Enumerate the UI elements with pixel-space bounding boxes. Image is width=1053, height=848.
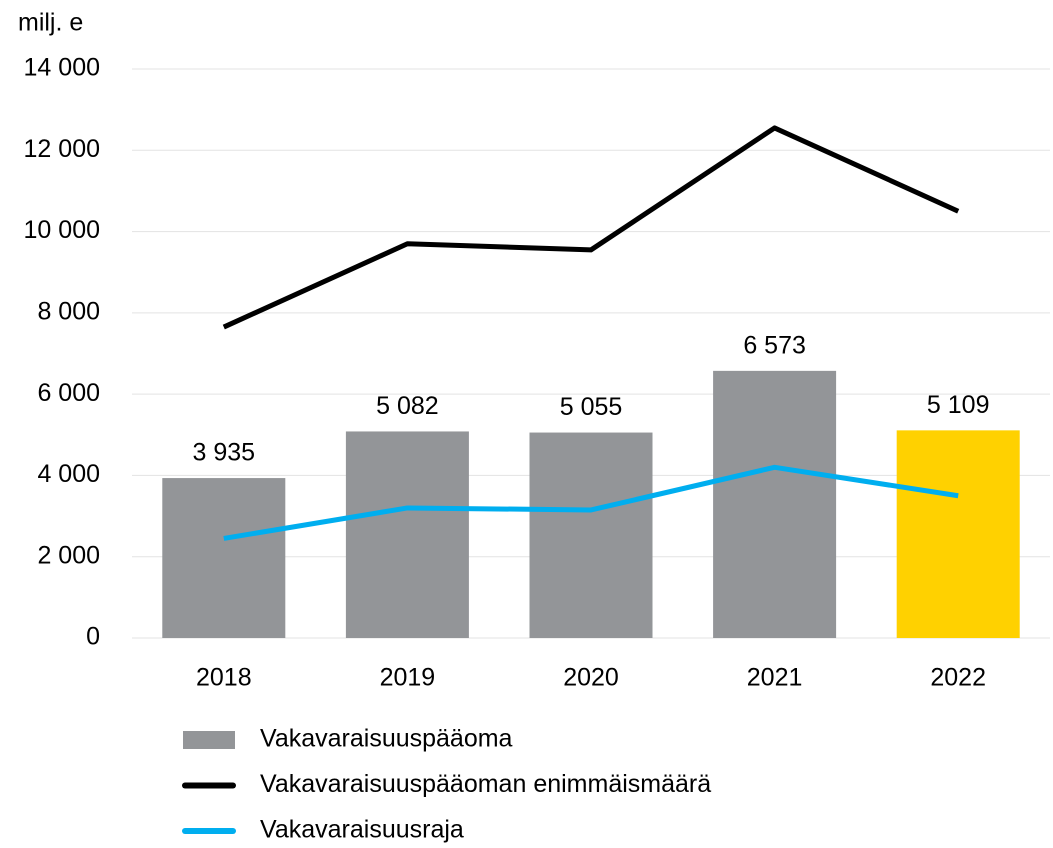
y-tick-label: 10 000 bbox=[24, 216, 100, 244]
bar bbox=[529, 432, 653, 638]
data-label: 5 109 bbox=[927, 391, 990, 419]
x-tick-label: 2020 bbox=[563, 664, 619, 692]
y-tick-label: 0 bbox=[86, 623, 100, 651]
y-tick-label: 2 000 bbox=[37, 541, 100, 569]
legend-label: Vakavaraisuusraja bbox=[260, 816, 464, 844]
y-tick-label: 4 000 bbox=[37, 460, 100, 488]
data-label: 3 935 bbox=[193, 439, 256, 467]
data-label: 5 055 bbox=[560, 393, 623, 421]
legend-label: Vakavaraisuuspääoma bbox=[260, 725, 513, 753]
legend-label: Vakavaraisuuspääoman enimmäismäärä bbox=[260, 770, 711, 798]
y-tick-label: 14 000 bbox=[24, 54, 100, 82]
bar bbox=[162, 478, 286, 638]
bar bbox=[896, 430, 1020, 638]
data-label: 6 573 bbox=[743, 331, 806, 359]
x-tick-label: 2021 bbox=[747, 664, 803, 692]
x-tick-label: 2018 bbox=[196, 664, 252, 692]
y-axis-label: milj. e bbox=[18, 9, 83, 37]
bar bbox=[345, 431, 469, 638]
y-tick-label: 8 000 bbox=[37, 297, 100, 325]
x-tick-label: 2019 bbox=[380, 664, 436, 692]
y-tick-label: 12 000 bbox=[24, 135, 100, 163]
x-tick-label: 2022 bbox=[930, 664, 986, 692]
line bbox=[223, 464, 959, 541]
bar bbox=[713, 370, 837, 638]
data-label: 5 082 bbox=[376, 392, 439, 420]
y-tick-label: 6 000 bbox=[37, 379, 100, 407]
line bbox=[222, 125, 960, 330]
legend-swatch bbox=[183, 731, 235, 749]
